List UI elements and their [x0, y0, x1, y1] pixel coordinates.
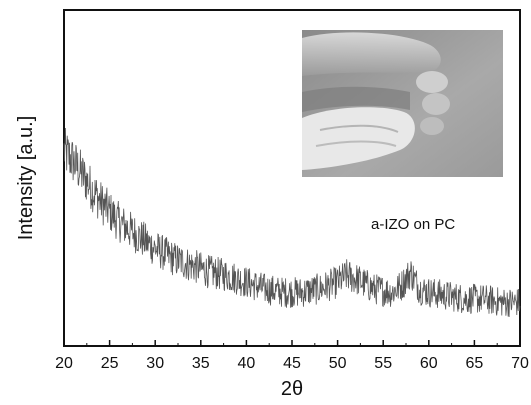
x-tick-label-40: 40 [238, 355, 256, 372]
xrd-series-line-0 [63, 127, 521, 318]
x-tick-label-25: 25 [101, 355, 119, 372]
x-tick-label-20: 20 [55, 355, 73, 372]
x-tick-label-45: 45 [283, 355, 301, 372]
x-tick-label-70: 70 [511, 355, 529, 372]
x-tick-label-35: 35 [192, 355, 210, 372]
x-tick-label-30: 30 [146, 355, 164, 372]
annotation-label: a-IZO on PC [371, 216, 455, 233]
x-tick-label-55: 55 [374, 355, 392, 372]
x-tick-label-65: 65 [466, 355, 484, 372]
x-axis-title: 2θ [281, 378, 303, 400]
y-axis-title: Intensity [a.u.] [15, 116, 37, 241]
x-tick-label-60: 60 [420, 355, 438, 372]
x-tick-label-50: 50 [329, 355, 347, 372]
inset-photo [302, 30, 503, 177]
